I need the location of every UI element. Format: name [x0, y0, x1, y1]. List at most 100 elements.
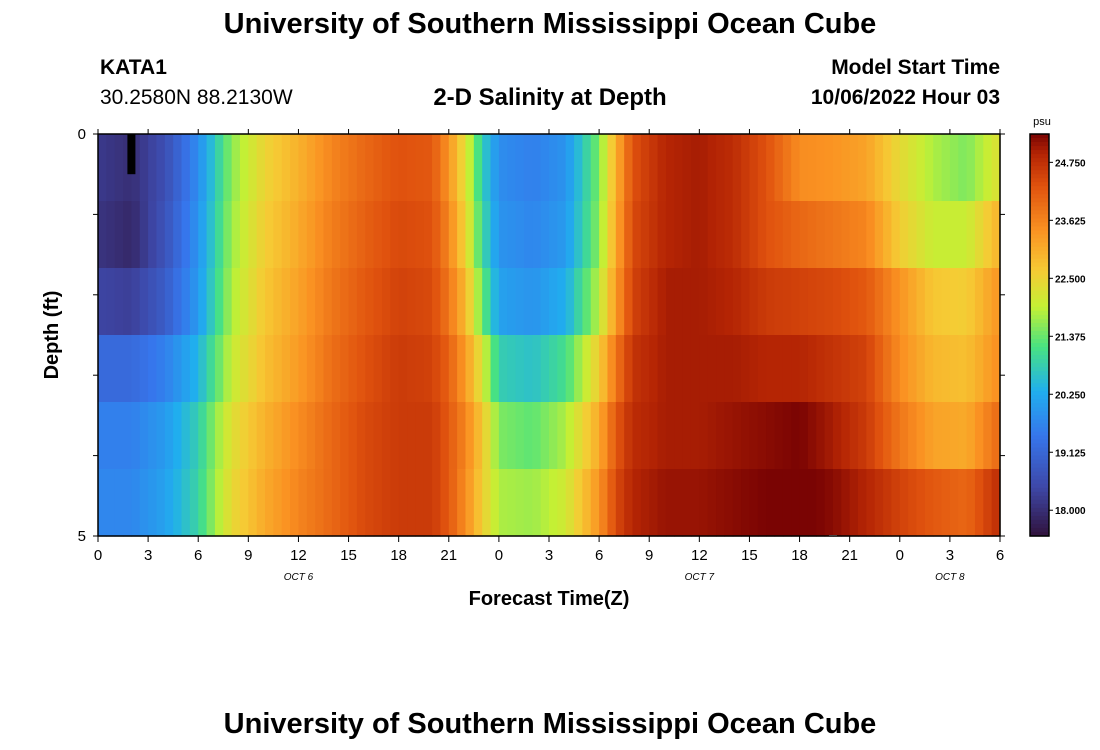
colorbar-segment	[1030, 266, 1049, 272]
heatmap-cell	[791, 134, 801, 202]
heatmap-cell	[924, 402, 934, 470]
heatmap-cell	[958, 268, 968, 336]
heatmap-cell	[98, 335, 107, 403]
heatmap-cell	[515, 335, 525, 403]
heatmap-cell	[465, 201, 475, 269]
heatmap-cell	[315, 201, 325, 269]
heatmap-cell	[732, 134, 742, 202]
heatmap-cell	[624, 134, 634, 202]
heatmap-cell	[757, 201, 767, 269]
heatmap-cell	[348, 134, 358, 202]
heatmap-cell	[974, 134, 984, 202]
heatmap-cell	[540, 201, 550, 269]
heatmap-cell	[766, 469, 776, 537]
heatmap-cell	[615, 134, 625, 202]
heatmap-cell	[507, 335, 517, 403]
heatmap-cell	[407, 268, 416, 336]
heatmap-cell	[407, 134, 416, 202]
heatmap-cell	[716, 469, 725, 537]
heatmap-cell	[206, 268, 216, 336]
heatmap-cell	[448, 134, 458, 202]
heatmap-cell	[148, 469, 158, 537]
heatmap-cell	[106, 469, 116, 537]
heatmap-cell	[390, 335, 400, 403]
heatmap-cell	[549, 469, 558, 537]
heatmap-cell	[189, 335, 199, 403]
heatmap-cell	[290, 134, 300, 202]
heatmap-cell	[148, 201, 158, 269]
heatmap-cell	[331, 134, 341, 202]
heatmap-cell	[173, 335, 183, 403]
heatmap-cell	[665, 268, 675, 336]
heatmap-cell	[490, 268, 500, 336]
heatmap-cell	[991, 134, 1001, 202]
heatmap-cell	[924, 335, 934, 403]
heatmap-cell	[766, 134, 776, 202]
heatmap-cell	[323, 335, 333, 403]
heatmap-cell	[899, 402, 909, 470]
heatmap-cell	[265, 335, 274, 403]
heatmap-cell	[891, 134, 901, 202]
heatmap-cell	[891, 335, 901, 403]
heatmap-cell	[189, 469, 199, 537]
heatmap-cell	[423, 201, 433, 269]
heatmap-cell	[507, 402, 517, 470]
colorbar-segment	[1030, 218, 1049, 224]
colorbar-segment	[1030, 467, 1049, 473]
colorbar-segment	[1030, 427, 1049, 433]
heatmap-cell	[248, 335, 258, 403]
colorbar-segment	[1030, 507, 1049, 513]
heatmap-cell	[306, 134, 316, 202]
heatmap-cell	[615, 201, 625, 269]
heatmap-cell	[782, 134, 792, 202]
colorbar-segment	[1030, 487, 1049, 493]
heatmap-cell	[799, 201, 809, 269]
heatmap-cell	[908, 335, 918, 403]
y-axis-label: Depth (ft)	[41, 291, 63, 380]
heatmap-cell	[198, 402, 208, 470]
heatmap-cell	[991, 469, 1001, 537]
heatmap-cell	[816, 134, 826, 202]
colorbar-segment	[1030, 403, 1049, 408]
heatmap-cell	[298, 268, 308, 336]
heatmap-cell	[707, 335, 717, 403]
heatmap-cell	[966, 201, 976, 269]
heatmap-cell	[983, 201, 993, 269]
colorbar-segment	[1030, 371, 1049, 376]
heatmap-cell	[657, 268, 667, 336]
heatmap-cell	[398, 201, 408, 269]
heatmap-cell	[331, 469, 341, 537]
heatmap-cell	[699, 268, 709, 336]
heatmap-cell	[490, 335, 500, 403]
heatmap-cell	[315, 134, 325, 202]
heatmap-cell	[682, 268, 692, 336]
heatmap-cell	[323, 469, 333, 537]
heatmap-cell	[782, 402, 792, 470]
heatmap-cell	[674, 268, 684, 336]
heatmap-cell	[340, 469, 350, 537]
heatmap-cell	[832, 402, 842, 470]
heatmap-cell	[457, 469, 467, 537]
heatmap-cell	[966, 335, 976, 403]
heatmap-cell	[699, 201, 709, 269]
colorbar: psu 18.000 19.125 20.250 21.375 22.500 23.625…	[1029, 116, 1086, 537]
colorbar-segment	[1030, 234, 1049, 240]
heatmap-cell	[239, 134, 249, 202]
heatmap-cell	[866, 268, 876, 336]
heatmap-cell	[214, 134, 224, 202]
heatmap-cell	[114, 134, 124, 202]
heatmap-cell	[824, 268, 834, 336]
heatmap-cell	[908, 469, 918, 537]
heatmap-cell	[381, 335, 391, 403]
colorbar-segment	[1030, 322, 1049, 328]
heatmap-cell	[966, 268, 976, 336]
colorbar-segment	[1030, 375, 1049, 380]
heatmap-cell	[189, 134, 199, 202]
heatmap-cell	[707, 201, 717, 269]
heatmap-cell	[198, 134, 208, 202]
heatmap-cell	[599, 201, 609, 269]
heatmap-cell	[432, 268, 442, 336]
heatmap-cell	[231, 268, 241, 336]
heatmap-cell	[665, 335, 675, 403]
heatmap-cell	[482, 402, 492, 470]
